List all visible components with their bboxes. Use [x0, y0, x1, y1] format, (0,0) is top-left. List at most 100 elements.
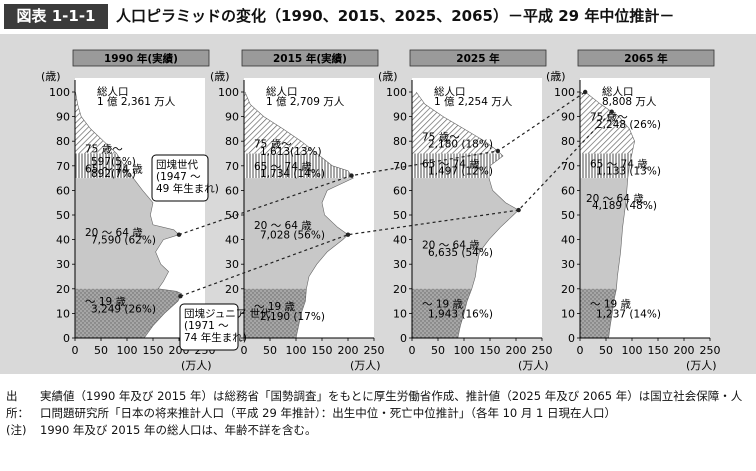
- note-source-label: 出所：: [6, 389, 29, 420]
- x-tick-label: 100: [286, 344, 307, 357]
- x-tick-label: 0: [409, 344, 416, 357]
- y-tick-label: 90: [56, 111, 70, 124]
- y-tick-label: 30: [56, 258, 70, 271]
- baby-boom-junior-cohort-line-point: [345, 232, 351, 237]
- group-value: 1,943 (16%): [428, 308, 493, 320]
- group-label: ～ 19 歳: [590, 299, 632, 311]
- x-tick-label: 0: [72, 344, 79, 357]
- figure-title: 人口ピラミッドの変化（1990、2015、2025、2065）－平成 29 年中…: [116, 7, 675, 25]
- group-label: 65 ～ 74 歳: [422, 158, 480, 170]
- band-20-64: [412, 178, 519, 289]
- group-label: 75 歳～: [85, 144, 123, 156]
- group-value: 3,249 (26%): [91, 303, 156, 315]
- x-axis-unit: (万人): [686, 359, 717, 372]
- figure-number: 図表 1-1-1: [4, 4, 108, 29]
- band-75-plus: [75, 92, 117, 154]
- y-tick-label: 80: [393, 135, 407, 148]
- panel-title: 1990 年(実績): [104, 52, 178, 65]
- group-value: 1,734 (14%): [260, 168, 325, 180]
- x-axis-unit: (万人): [350, 359, 381, 372]
- total-value: 1 億 2,709 万人: [266, 95, 345, 108]
- group-label: ～ 19 歳: [422, 299, 464, 311]
- y-tick-label: 60: [225, 184, 239, 197]
- group-value: 1,497 (12%): [428, 166, 493, 178]
- x-tick-label: 50: [599, 344, 613, 357]
- group-label: 65 ～ 74 歳: [254, 161, 312, 173]
- y-tick-label: 40: [393, 234, 407, 247]
- group-value: 6,635 (54%): [428, 247, 493, 259]
- population-pyramid-chart: 1990 年(実績) 0 10 20 30 40 50 60 70 80 90 100 (歳) 0 50 10…: [41, 49, 721, 372]
- total-value: 1 億 2,361 万人: [97, 95, 176, 108]
- y-axis-unit: (歳): [546, 70, 566, 83]
- pyramid-outline: [412, 91, 520, 339]
- x-tick-label: 150: [480, 344, 501, 357]
- group-value: 1,237 (14%): [596, 308, 661, 320]
- total-value: 1 億 2,254 万人: [434, 95, 513, 108]
- y-axis-unit: (歳): [41, 70, 61, 83]
- y-tick-label: 90: [225, 111, 239, 124]
- y-tick-label: 50: [56, 209, 70, 222]
- group-label: 65 ～ 74 歳: [590, 158, 648, 170]
- y-tick-label: 0: [63, 332, 70, 345]
- x-tick-label: 250: [532, 344, 553, 357]
- y-axis-unit: (歳): [378, 70, 398, 83]
- y-tick-label: 70: [56, 160, 70, 173]
- y-tick-label: 50: [393, 209, 407, 222]
- total-label: 総人口: [602, 85, 634, 98]
- band-20-64: [244, 178, 354, 289]
- pyramid-outline: [244, 91, 354, 339]
- baby-boom-cohort-line: [178, 91, 586, 236]
- band-20-64: [75, 178, 179, 289]
- pyramid-panel-1: 2015 年(実績)0102030405060708090100(歳)05010…: [210, 49, 385, 372]
- y-tick-label: 60: [393, 184, 407, 197]
- y-tick-label: 90: [393, 111, 407, 124]
- band-0-19: [75, 288, 182, 338]
- x-tick-label: 150: [648, 344, 669, 357]
- y-tick-label: 70: [225, 160, 239, 173]
- baby-boom-junior-callout-text: 団塊ジュニア 世代: [184, 307, 271, 320]
- band-65-74: [244, 153, 354, 179]
- pyramid-panel-0: 1990 年(実績) 0 10 20 30 40 50 60 70 80 90 100 (歳) 0 50 10…: [41, 49, 216, 372]
- total-label: 総人口: [97, 85, 129, 98]
- pyramid-panel-3: 2065 年 0 10 20 30 40 50 60 70 80 90 100 (歳) 0 50 100 150…: [546, 49, 721, 372]
- baby-boom-callout-text: 団塊世代: [156, 158, 198, 171]
- group-value: 2,248 (26%): [596, 119, 661, 131]
- y-tick-label: 20: [393, 283, 407, 296]
- note-remark-label: (注): [6, 423, 27, 437]
- y-tick-label: 60: [561, 184, 575, 197]
- baby-boom-junior-callout-text: 74 年生まれ): [184, 331, 247, 344]
- panel-title-box: [241, 49, 379, 67]
- group-label: 75 歳～: [422, 131, 460, 143]
- total-label: 総人口: [266, 85, 298, 98]
- y-tick-label: 90: [561, 111, 575, 124]
- band-75-plus: [244, 92, 317, 154]
- band-65-74: [412, 153, 503, 179]
- y-tick-label: 100: [386, 86, 407, 99]
- x-tick-label: 0: [241, 344, 248, 357]
- y-tick-label: 20: [56, 283, 70, 296]
- y-tick-label: 10: [561, 307, 575, 320]
- y-tick-label: 70: [393, 160, 407, 173]
- y-tick-label: 80: [225, 135, 239, 148]
- group-label: ～ 19 歳: [254, 301, 296, 313]
- y-tick-label: 30: [225, 258, 239, 271]
- group-label: 20 ～ 64 歳: [422, 240, 480, 252]
- x-tick-label: 150: [143, 344, 164, 357]
- baby-boom-junior-cohort-line: [180, 111, 613, 297]
- x-tick-label: 100: [117, 344, 138, 357]
- group-value: 1,133 (13%): [596, 166, 661, 178]
- note-remark-text: 1990 年及び 2015 年の総人口は、年齢不詳を含む。: [40, 423, 317, 437]
- band-75-plus: [580, 92, 635, 154]
- x-tick-label: 100: [454, 344, 475, 357]
- y-tick-label: 60: [56, 184, 70, 197]
- y-tick-label: 40: [56, 234, 70, 247]
- x-tick-label: 50: [263, 344, 277, 357]
- panel-title-box: [409, 49, 547, 67]
- x-tick-label: 0: [577, 344, 584, 357]
- baby-boom-junior-callout-text: (1971 ～: [184, 320, 229, 332]
- group-label: 20 ～ 64 歳: [85, 227, 143, 239]
- group-label: 20 ～ 64 歳: [586, 193, 644, 205]
- y-tick-label: 0: [400, 332, 407, 345]
- x-tick-label: 50: [94, 344, 108, 357]
- baby-boom-junior-callout-box: [179, 303, 239, 351]
